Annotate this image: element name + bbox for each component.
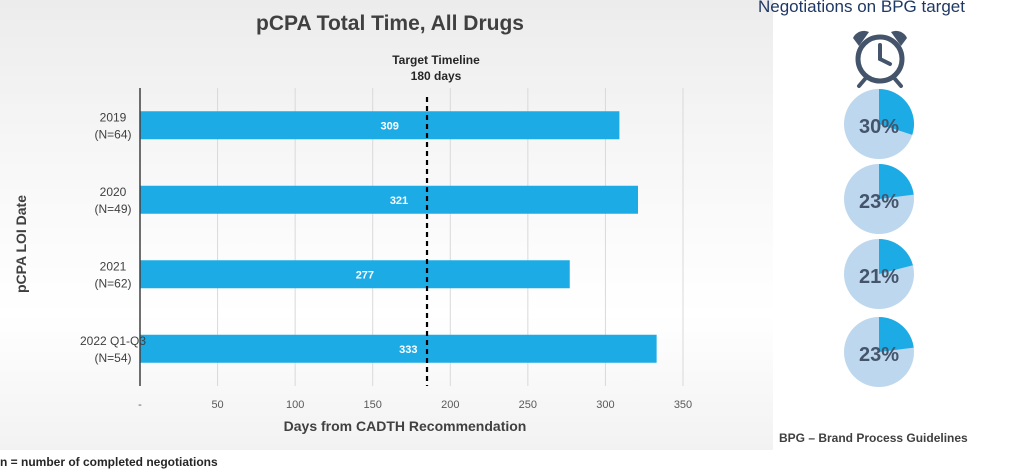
target-label-line2: 180 days — [411, 69, 462, 83]
bar-value-label: 321 — [390, 195, 408, 207]
category-count-label: (N=62) — [94, 276, 131, 290]
x-tick-label: 100 — [286, 399, 304, 411]
x-tick-label: 150 — [364, 399, 382, 411]
pie-2022: 23% — [843, 316, 915, 388]
y-axis-label: pCPA LOI Date — [13, 195, 29, 293]
category-label: 2022 Q1-Q3 — [80, 334, 146, 348]
category-label: 2020 — [100, 185, 127, 199]
pie-percent-label: 30% — [858, 115, 900, 138]
pie-chart — [844, 164, 914, 234]
x-tick-labels: - 50 100 150 200 250 300 350 — [138, 399, 692, 411]
x-tick-label: 350 — [674, 399, 692, 411]
pie-slice — [879, 164, 914, 199]
target-label-line1: Target Timeline — [392, 53, 480, 67]
x-tick-label: 250 — [519, 399, 537, 411]
category-label: 2021 — [100, 259, 127, 273]
pie-2021: 21% — [843, 238, 915, 310]
pie-2019: 30% — [843, 88, 915, 160]
category-label: 2019 — [100, 110, 127, 124]
bar — [140, 111, 620, 140]
bar — [140, 185, 639, 214]
x-tick-label: 200 — [441, 399, 459, 411]
pie-chart — [844, 239, 914, 309]
bpg-footnote: BPG – Brand Process Guidelines — [779, 431, 968, 445]
pie-percent-label: 23% — [858, 190, 900, 213]
pie-percent-label: 21% — [858, 265, 900, 288]
bar — [140, 334, 657, 363]
bar — [140, 260, 570, 289]
pie-chart — [844, 317, 914, 387]
bar-chart: pCPA Total Time, All Drugs 309321277333 … — [13, 12, 692, 434]
pie-slice — [879, 89, 914, 135]
category-labels: 2019 (N=64) 2020 (N=49) 2021 (N=62) 2022 Q1-Q3… — [80, 110, 146, 365]
bar-value-label: 277 — [356, 269, 374, 281]
chart-panel: pCPA Total Time, All Drugs 309 321 277 333 … — [0, 0, 773, 450]
x-axis-label: Days from CADTH Recommendation — [284, 418, 527, 434]
pie-2020: 23% — [843, 163, 915, 235]
chart-title: pCPA Total Time, All Drugs — [256, 12, 524, 35]
x-tick-label: 300 — [596, 399, 614, 411]
x-tick-label: - — [138, 399, 142, 411]
x-tick-label: 50 — [211, 399, 223, 411]
pie-slice — [879, 239, 913, 274]
pie-percent-label: 23% — [858, 343, 900, 366]
category-count-label: (N=64) — [94, 127, 131, 141]
pie-slice — [879, 317, 914, 352]
side-panel-title: Negotiations on BPG target — [758, 0, 965, 16]
bar-value-label: 333 — [399, 344, 417, 356]
category-count-label: (N=54) — [94, 351, 131, 365]
alarm-clock-icon — [853, 30, 907, 88]
category-count-label: (N=49) — [94, 202, 131, 216]
n-footnote: n = number of completed negotiations — [0, 455, 218, 469]
bars: 309 321 277 333 — [140, 111, 657, 363]
pie-chart — [844, 89, 914, 159]
bar-value-label: 309 — [381, 120, 399, 132]
